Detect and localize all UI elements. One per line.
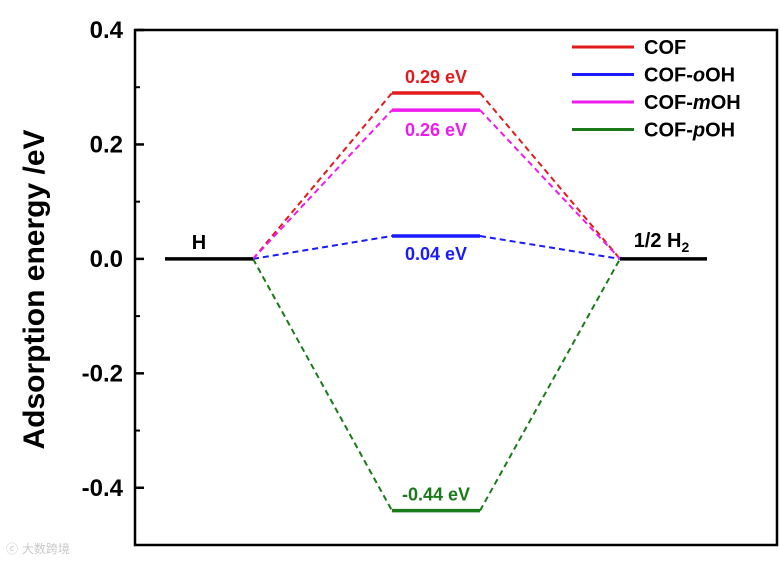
legend-entry: COF-oOH <box>644 65 735 87</box>
legend-entry: COF <box>644 37 686 59</box>
connector-dashed-left <box>252 92 393 260</box>
watermark-text: 大数跨境 <box>21 542 70 556</box>
watermark-logo: ⓒ 大数跨境 <box>6 542 70 556</box>
y-tick-label: 0.2 <box>90 131 123 158</box>
connector-dashed-left <box>252 109 393 260</box>
energy-value-label: 0.04 eV <box>405 244 467 264</box>
y-axis-title: Adsorption energy /eV <box>18 129 51 449</box>
y-tick-label: -0.2 <box>82 360 123 387</box>
energy-value-label: 0.29 eV <box>405 67 467 87</box>
legend-entry: COF-pOH <box>644 120 735 142</box>
energy-value-label: -0.44 eV <box>402 485 470 505</box>
final-state-label: 1/2 H2 <box>634 230 690 255</box>
y-tick-label: 0.4 <box>90 17 124 44</box>
energy-value-label: 0.26 eV <box>405 120 467 140</box>
connector-dashed-right <box>479 258 621 512</box>
connector-dashed-right <box>479 92 621 260</box>
connector-dashed-right <box>479 109 621 260</box>
initial-state-label: H <box>192 232 206 254</box>
y-tick-label: 0.0 <box>90 246 123 273</box>
y-tick-label: -0.4 <box>82 475 124 502</box>
connector-dashed-right <box>479 235 621 260</box>
legend-entry: COF-mOH <box>644 92 741 114</box>
connector-dashed-left <box>252 235 393 260</box>
connector-dashed-left <box>252 258 393 512</box>
plot-frame <box>133 28 779 547</box>
